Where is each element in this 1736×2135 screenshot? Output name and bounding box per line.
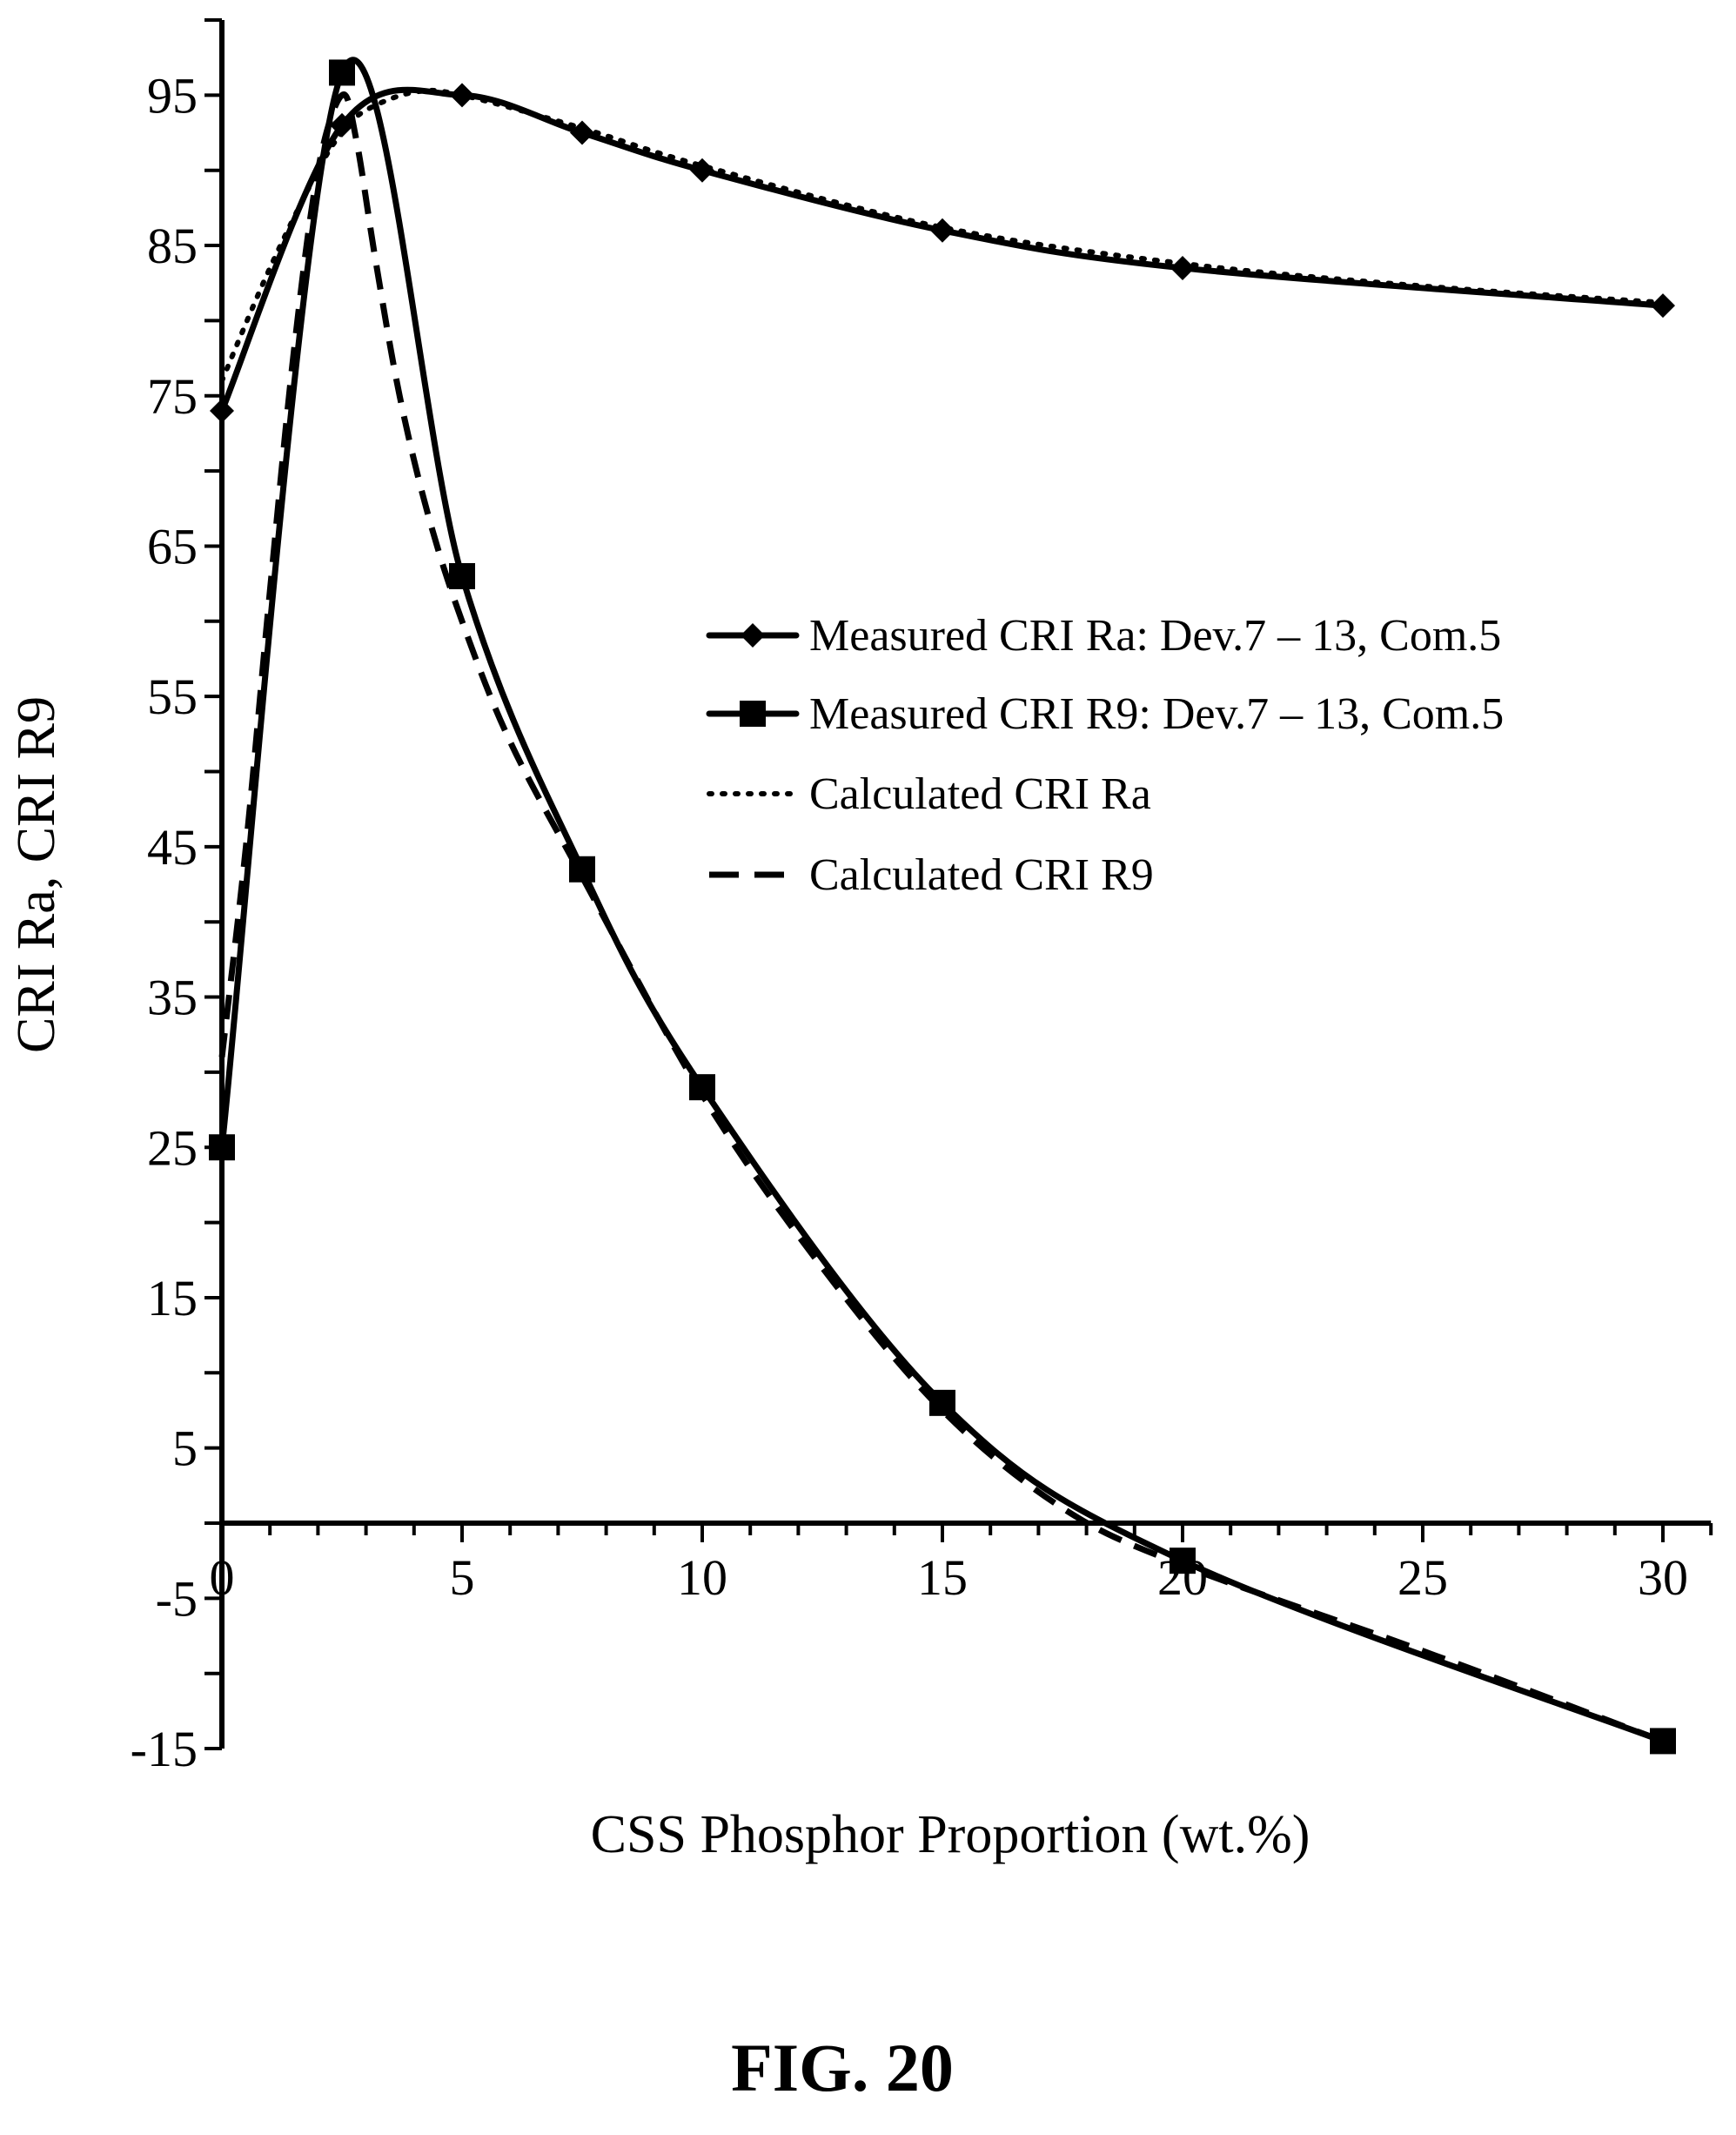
y-tick-label: 65 [147,518,198,574]
x-tick-label: 30 [1638,1549,1688,1606]
r9-data-point [929,1389,955,1416]
x-tick-label: 5 [450,1549,475,1606]
y-tick-label: 35 [147,970,198,1026]
legend-swatch-marker [741,623,765,648]
y-tick-label: 15 [147,1270,198,1326]
legend-label: Measured CRI R9: Dev.7 – 13, Com.5 [809,689,1504,739]
ra-data-point [330,112,354,138]
ra-data-point [570,120,594,145]
x-ticks: 0 5 10 15 20 25 30 [210,1523,1713,1606]
marker-group [209,59,1676,1755]
y-tick-label: 25 [147,1119,198,1176]
ra-data-point [930,218,955,243]
legend-label: Calculated CRI R9 [809,850,1154,900]
y-tick-label: -15 [131,1721,198,1777]
y-tick-label: 5 [172,1420,198,1477]
axes [219,20,1712,1749]
y-tick-label: 95 [147,67,198,124]
x-tick-label: 10 [677,1549,727,1606]
x-tick-label: 0 [210,1549,235,1606]
ra-data-point [450,83,474,108]
x-tick-label: 15 [917,1549,968,1606]
r9-data-point [1650,1728,1676,1755]
figure-label: FIG. 20 [731,2030,954,2105]
series-line-solid-square [218,57,1666,1744]
y-tick-label: 75 [147,368,198,425]
x-tick-label: 25 [1398,1549,1448,1606]
y-ticks: -15 -5 5 15 25 35 45 55 65 75 85 95 [131,18,222,1777]
r9-data-point [329,59,355,86]
y-tick-label: -5 [156,1570,198,1627]
ra-data-point [210,399,234,424]
r9-data-point [689,1074,715,1101]
legend: Measured CRI Ra: Dev.7 – 13, Com.5 Measur… [706,611,1504,900]
y-axis-title: CRI Ra, CRI R9 [7,696,66,1053]
legend-label: Measured CRI Ra: Dev.7 – 13, Com.5 [809,611,1501,661]
legend-label: Calculated CRI Ra [809,769,1151,819]
ra-data-point [1651,293,1675,319]
ra-data-point [690,158,714,183]
series-group [218,57,1666,1744]
y-tick-label: 45 [147,819,198,876]
series-line-dashed [218,91,1665,1744]
series-line-solid-diamond [218,86,1666,414]
y-tick-label: 55 [147,668,198,725]
r9-data-point [569,856,595,883]
r9-data-point [209,1134,235,1161]
r9-data-point [1170,1548,1196,1574]
x-axis-title: CSS Phosphor Proportion (wt.%) [591,1805,1310,1864]
legend-swatch-marker [740,701,766,727]
r9-data-point [449,562,475,589]
ra-data-point [1170,255,1195,280]
y-tick-label: 85 [147,218,198,274]
